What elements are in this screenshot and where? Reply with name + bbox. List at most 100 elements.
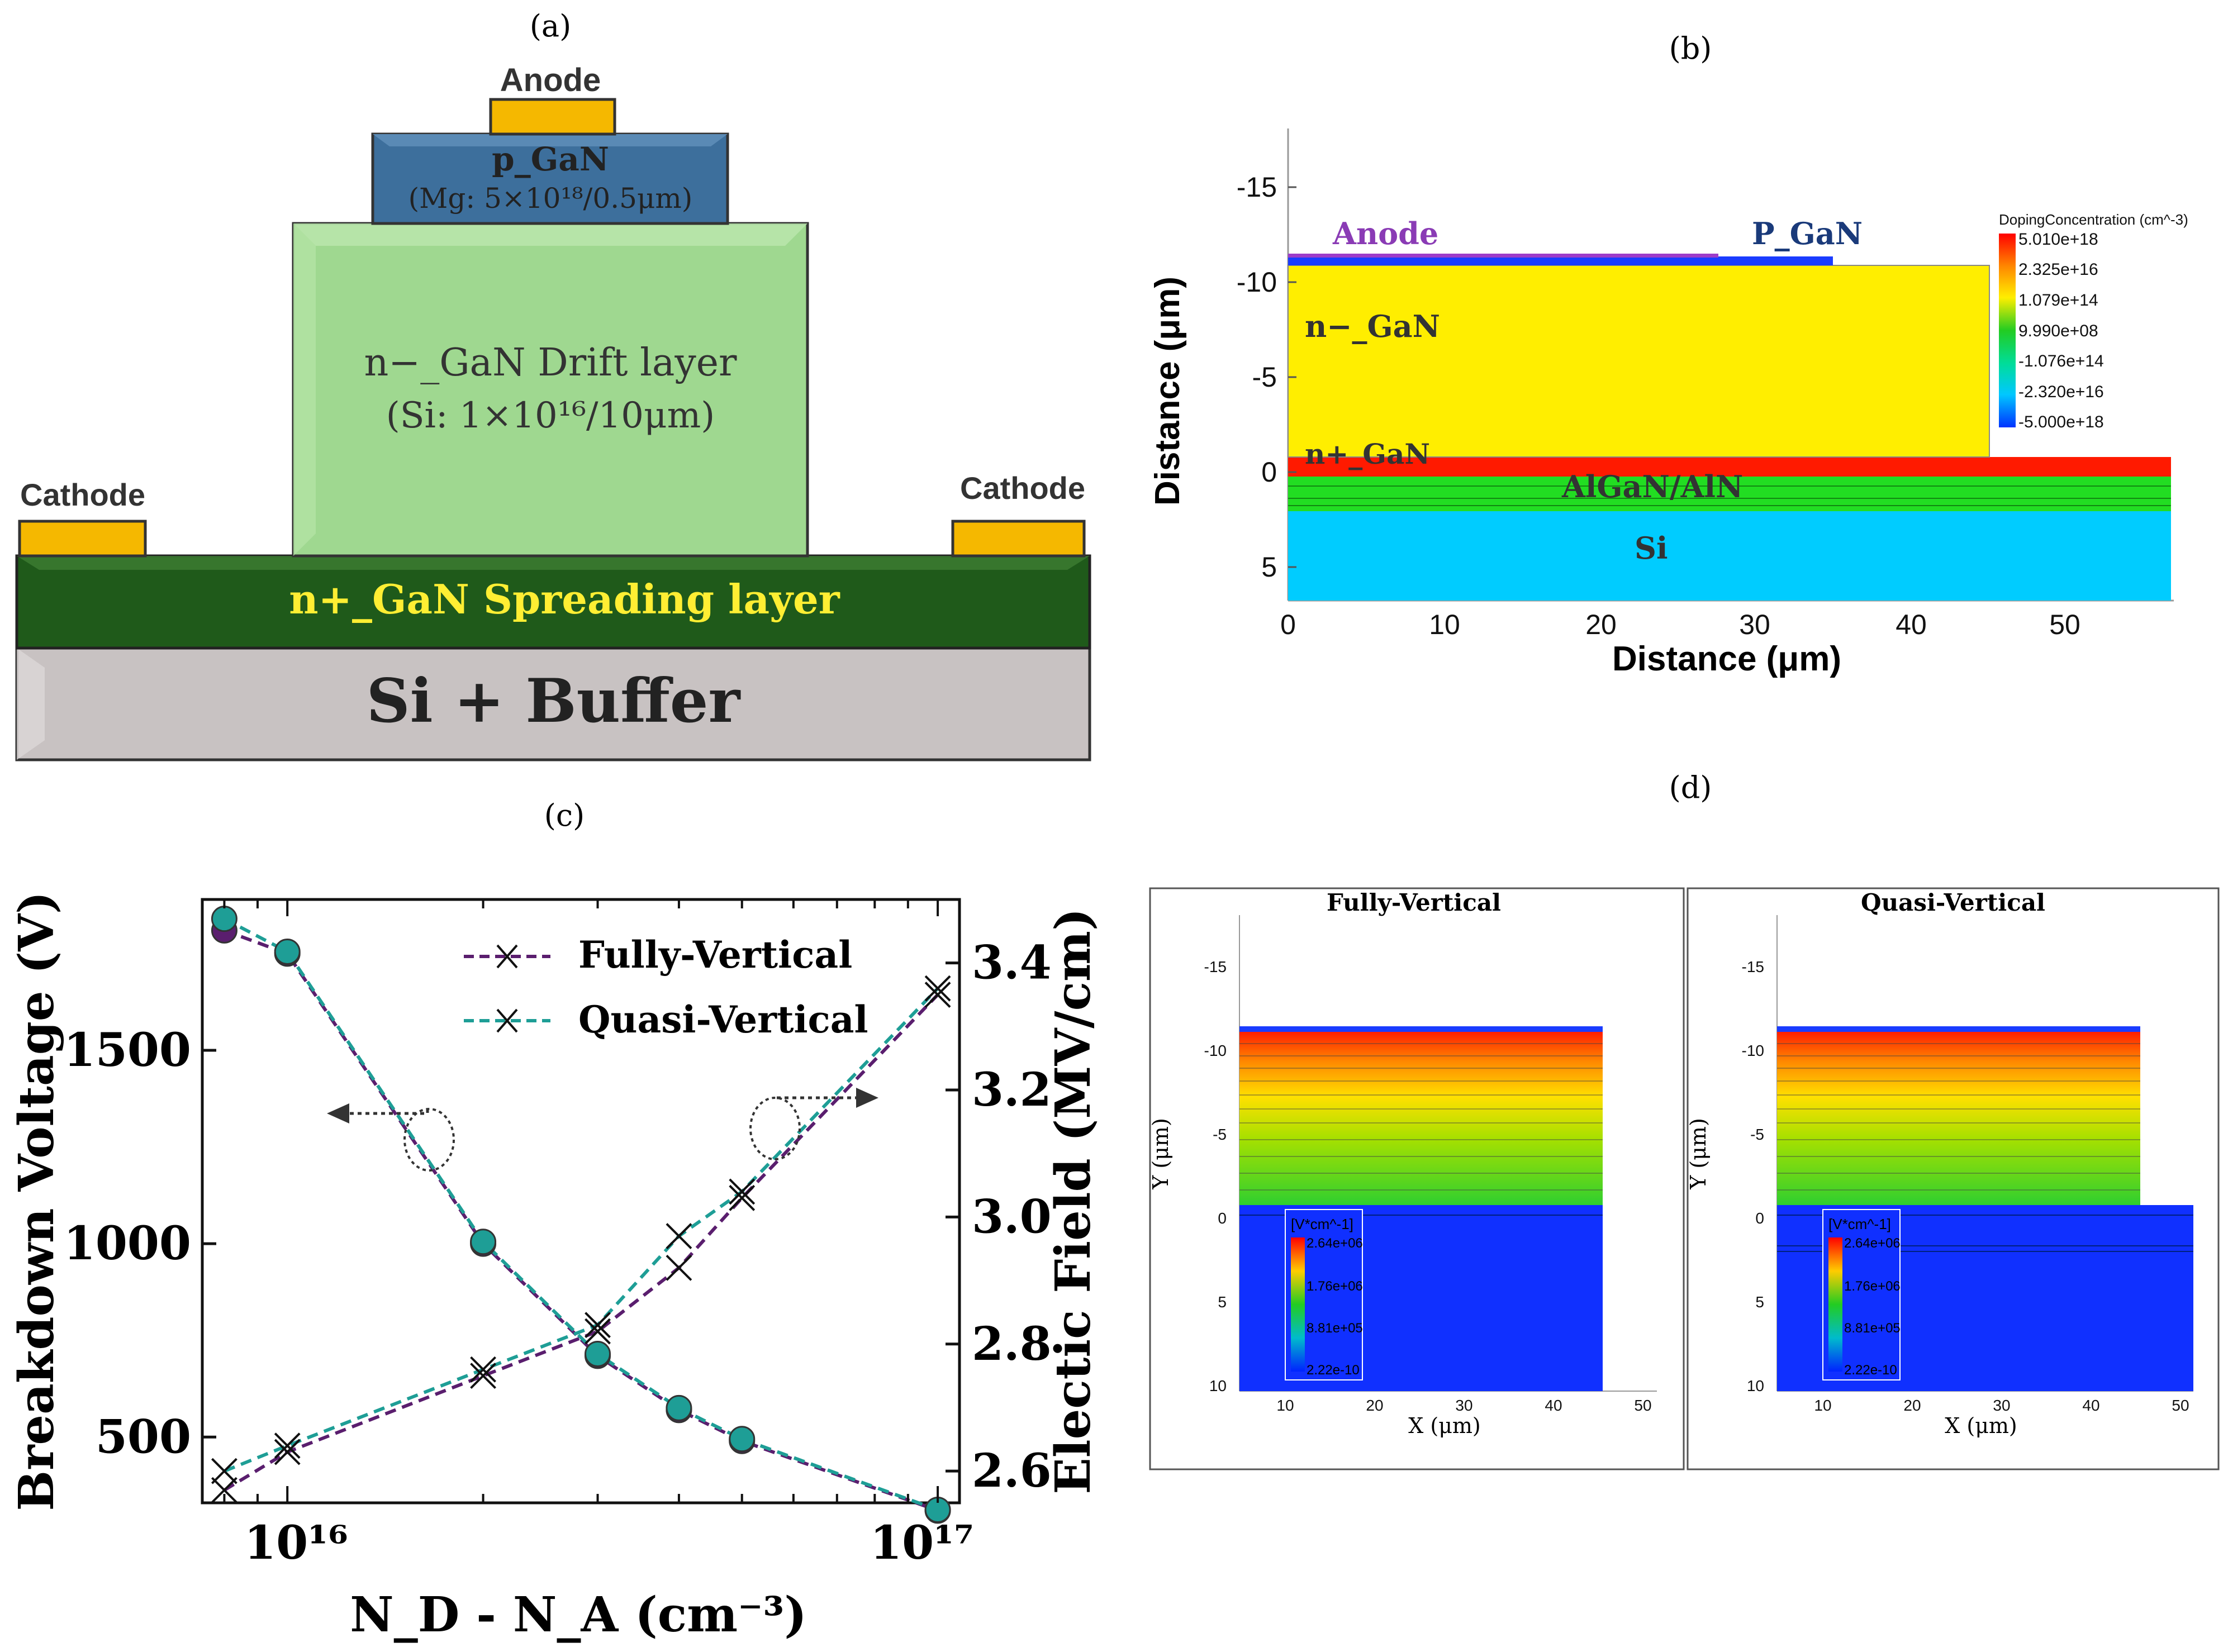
doping-legend-value: 9.990e+08 (2018, 322, 2098, 340)
quasi-vertical-title: Quasi-Vertical (1861, 889, 2045, 916)
doping-legend-title: DopingConcentration (cm^-3) (1999, 211, 2188, 228)
doping-legend-value: 1.079e+14 (2018, 291, 2098, 310)
data-point (924, 975, 951, 1002)
doping-legend-value: 2.325e+16 (2018, 260, 2098, 279)
cathode-left-label: Cathode (20, 477, 145, 512)
data-point (211, 1458, 237, 1484)
panel-c: (c) Fully-Vertical Quasi-Vertical 500 100… (8, 798, 1101, 1643)
data-point (585, 1312, 611, 1339)
panel-b-yticks: -15 -10 -5 0 5 (1237, 172, 1296, 583)
doping-legend-values: 5.010e+18 2.325e+16 1.079e+14 9.990e+08 … (2018, 230, 2104, 431)
chart-c-frame (201, 898, 961, 1505)
doping-legend-value: 5.010e+18 (2018, 230, 2098, 249)
arrow-right-icon (856, 1088, 878, 1108)
drift-title: n−_GaN Drift layer (364, 341, 737, 385)
doping-legend-value: -1.076e+14 (2018, 352, 2104, 370)
b-ytick: -10 (1237, 266, 1277, 298)
d-right-ytick: 10 (1747, 1377, 1764, 1394)
chart-c-xtick: 10¹⁷ (870, 1516, 974, 1570)
d-left-colorbar (1291, 1237, 1305, 1372)
right-tick-label: 3.4 (972, 936, 1052, 990)
b-xtick: 20 (1585, 609, 1617, 640)
panel-b: (b) Anode P_GaN n−_GaN n+_GaN AlGaN/AlN … (1148, 31, 2188, 678)
d-left-ytick: -15 (1204, 958, 1227, 975)
data-point (729, 1184, 756, 1211)
data-point (585, 1340, 611, 1367)
d-left-xtick: 30 (1455, 1397, 1472, 1414)
nplus-region (1288, 457, 2171, 477)
chart-c-xtick: 10¹⁶ (244, 1516, 348, 1570)
b-xtick: 50 (2049, 609, 2080, 640)
si-region-label: Si (1635, 530, 1668, 566)
data-point (211, 1477, 237, 1503)
panel-d: (d) Fully-Vertical -15 -10 -5 (1148, 770, 2220, 1470)
d-right-legend-value: 2.64e+06 (1844, 1236, 1901, 1251)
d-right-xtick: 30 (1993, 1397, 2010, 1414)
doping-legend-value: -5.000e+18 (2018, 413, 2104, 431)
b-ytick: -15 (1237, 172, 1277, 203)
chart-c-ylabel-right: Electic Field (MV/cm) (1045, 908, 1101, 1494)
b-ytick: 0 (1261, 456, 1277, 488)
panel-b-xticks: 0 10 20 30 40 50 (1280, 609, 2080, 640)
nminus-region-label: n−_GaN (1305, 308, 1440, 344)
substrate-layer (15, 646, 1091, 761)
panel-c-label: (c) (544, 798, 585, 833)
d-left-ytick: 5 (1218, 1293, 1227, 1311)
d-right-xtick: 50 (2172, 1397, 2189, 1414)
arrow-left-icon (327, 1103, 349, 1123)
data-point (274, 1439, 301, 1465)
chart-c-ticks: 500 1000 1500 2.6 2.8 3.0 3.2 3.4 (64, 899, 1052, 1503)
left-tick-label: 1000 (64, 1217, 191, 1270)
left-axis-arrow (341, 1109, 429, 1115)
d-right-colorbar (1828, 1237, 1842, 1372)
d-left-ylabel: Y (μm) (1148, 1118, 1173, 1190)
right-tick-label: 2.8 (972, 1317, 1052, 1371)
left-tick-label: 500 (96, 1410, 191, 1464)
right-tick-label: 3.0 (972, 1190, 1052, 1244)
substrate-label: Si + Buffer (367, 666, 742, 736)
d-right-ytick: -5 (1750, 1126, 1764, 1143)
data-point (666, 1223, 692, 1249)
series-line-3 (224, 987, 939, 1473)
left-axis-indicator-ellipse (403, 1108, 455, 1172)
b-ytick: -5 (1252, 361, 1277, 393)
right-axis-indicator-ellipse (749, 1097, 801, 1160)
d-left-xtick: 10 (1276, 1397, 1294, 1414)
data-point (666, 1254, 692, 1281)
right-tick-label: 2.6 (972, 1444, 1052, 1498)
nplus-region-label: n+_GaN (1305, 437, 1430, 470)
data-point (666, 1394, 692, 1421)
d-right-legend-value: 8.81e+05 (1844, 1321, 1901, 1336)
b-xtick: 0 (1280, 609, 1296, 640)
d-left-ytick: 0 (1218, 1210, 1227, 1227)
drift-doping: (Si: 1×10¹⁶/10μm) (386, 395, 715, 436)
field-plot-quasi-vertical: Quasi-Vertical -15 -10 -5 0 5 (1686, 887, 2220, 1470)
d-left-legend-title: [V*cm^-1] (1291, 1216, 1353, 1232)
panel-b-label: (b) (1669, 31, 1712, 66)
doping-colorbar (1999, 234, 2016, 427)
chart-c-legend: Fully-Vertical Quasi-Vertical (464, 933, 868, 1041)
legend-fully-vertical: Fully-Vertical (578, 933, 852, 977)
chart-c-xlabel: N_D - N_A (cm⁻³) (350, 1587, 807, 1643)
panel-b-ylabel: Distance (μm) (1148, 277, 1187, 506)
d-right-ytick: 0 (1755, 1210, 1764, 1227)
anode-contact (489, 98, 616, 136)
data-point (274, 1432, 301, 1459)
b-xtick: 30 (1739, 609, 1770, 640)
cathode-right-label: Cathode (960, 470, 1085, 506)
d-right-xtick: 10 (1814, 1397, 1831, 1414)
data-point (729, 1178, 756, 1205)
anode-region-label: Anode (1332, 216, 1438, 251)
anode-region (1288, 254, 1718, 258)
doping-legend-value: -2.320e+16 (2018, 383, 2104, 401)
d-left-legend-value: 2.22e-10 (1307, 1363, 1360, 1378)
nminus-region (1288, 265, 1990, 458)
panel-a: (a) Si + Buffer n+_GaN Spreading layer C… (15, 8, 1091, 761)
d-right-xlabel: X (μm) (1945, 1413, 2017, 1438)
d-left-xtick: 40 (1545, 1397, 1562, 1414)
spreading-label: n+_GaN Spreading layer (289, 575, 840, 623)
d-left-xtick: 50 (1634, 1397, 1651, 1414)
algan-region-label: AlGaN/AlN (1561, 469, 1743, 504)
data-point (470, 1363, 496, 1389)
d-right-xtick: 20 (1903, 1397, 1921, 1414)
